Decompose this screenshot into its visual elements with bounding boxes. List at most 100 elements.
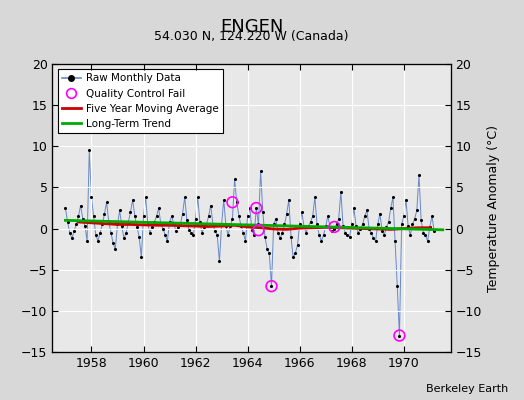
Point	[267, 283, 276, 289]
Point	[68, 235, 76, 242]
Point	[380, 232, 388, 238]
Point	[161, 232, 169, 238]
Point	[83, 238, 91, 244]
Point	[345, 234, 354, 240]
Point	[228, 199, 237, 206]
Point	[397, 221, 406, 228]
Point	[241, 238, 249, 244]
Point	[170, 221, 178, 228]
Point	[98, 221, 106, 228]
Point	[291, 250, 300, 256]
Point	[246, 205, 254, 211]
Point	[350, 205, 358, 211]
Point	[406, 232, 414, 238]
Point	[137, 254, 146, 260]
Point	[330, 224, 339, 230]
Point	[233, 199, 241, 206]
Point	[419, 230, 428, 236]
Point	[289, 254, 297, 260]
Point	[395, 332, 403, 339]
Point	[328, 228, 336, 234]
Point	[334, 216, 343, 222]
Point	[332, 221, 341, 228]
Point	[254, 227, 263, 234]
Point	[150, 219, 159, 225]
Point	[239, 230, 247, 236]
Point	[363, 207, 371, 214]
Text: Berkeley Earth: Berkeley Earth	[426, 384, 508, 394]
Point	[311, 194, 319, 200]
Point	[269, 221, 278, 228]
Point	[365, 225, 373, 232]
Point	[276, 235, 285, 242]
Point	[285, 196, 293, 203]
Point	[393, 283, 401, 289]
Point	[185, 227, 193, 234]
Point	[282, 210, 291, 217]
Point	[139, 213, 148, 220]
Point	[378, 228, 386, 234]
Point	[343, 232, 352, 238]
Point	[395, 332, 403, 339]
Point	[298, 209, 306, 215]
Point	[265, 250, 274, 256]
Point	[168, 213, 176, 220]
Point	[302, 230, 310, 236]
Point	[146, 230, 154, 236]
Point	[250, 232, 258, 238]
Point	[183, 217, 191, 224]
Point	[115, 207, 124, 214]
Point	[81, 223, 89, 229]
Point	[347, 221, 356, 228]
Point	[202, 221, 211, 228]
Point	[330, 225, 339, 232]
Point	[88, 194, 96, 200]
Y-axis label: Temperature Anomaly (°C): Temperature Anomaly (°C)	[487, 124, 500, 292]
Point	[148, 224, 156, 230]
Point	[261, 234, 269, 240]
Point	[217, 221, 226, 228]
Point	[372, 238, 380, 244]
Point	[417, 217, 425, 224]
Point	[61, 205, 70, 211]
Point	[152, 213, 161, 220]
Point	[77, 202, 85, 209]
Point	[326, 224, 334, 230]
Point	[425, 224, 434, 230]
Point	[157, 221, 165, 228]
Point	[404, 223, 412, 229]
Point	[178, 210, 187, 217]
Point	[423, 238, 432, 244]
Point	[315, 232, 323, 238]
Point	[133, 224, 141, 230]
Point	[400, 213, 408, 220]
Point	[402, 196, 410, 203]
Point	[122, 230, 130, 236]
Point	[189, 232, 198, 238]
Point	[211, 228, 219, 234]
Point	[109, 240, 117, 246]
Point	[176, 221, 184, 228]
Point	[408, 221, 417, 228]
Point	[187, 230, 195, 236]
Point	[361, 213, 369, 220]
Point	[252, 205, 260, 211]
Point	[193, 194, 202, 200]
Point	[322, 223, 330, 229]
Point	[200, 224, 209, 230]
Point	[117, 223, 126, 229]
Point	[172, 228, 180, 234]
Point	[391, 238, 399, 244]
Point	[287, 234, 295, 240]
Point	[415, 172, 423, 178]
Point	[135, 234, 144, 240]
Point	[159, 225, 167, 232]
Text: 54.030 N, 124.220 W (Canada): 54.030 N, 124.220 W (Canada)	[154, 30, 349, 43]
Point	[254, 221, 263, 228]
Point	[421, 232, 430, 238]
Point	[85, 147, 93, 154]
Point	[304, 223, 312, 229]
Point	[130, 213, 139, 220]
Point	[213, 232, 222, 238]
Point	[259, 209, 267, 215]
